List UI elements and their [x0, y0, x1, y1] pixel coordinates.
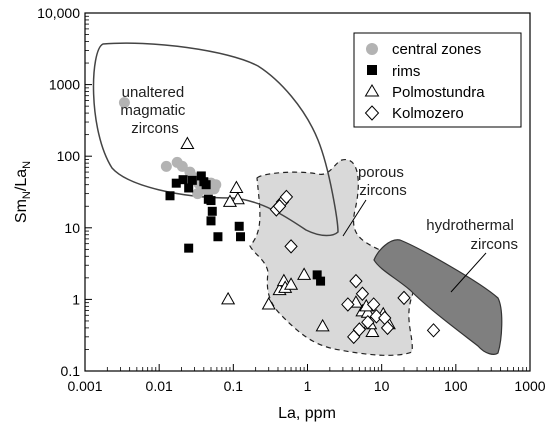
point-kolmozero	[361, 314, 375, 330]
y-tick-label: 100	[57, 148, 81, 164]
annotation-unaltered-magmatic: unaltered magmatic zircons	[120, 84, 189, 137]
point-rims	[184, 243, 194, 253]
point-rims	[236, 232, 246, 242]
point-polmostundra	[180, 136, 195, 150]
point-kolmozero	[341, 297, 355, 312]
point-polmostundra	[297, 267, 312, 280]
leader-hydrothermal	[450, 252, 487, 293]
legend-marker-central-zones	[366, 43, 378, 55]
legend-label-central-zones: central zones	[392, 41, 481, 58]
y-tick-label: 10	[64, 220, 80, 236]
x-tick-label: 0.001	[67, 378, 102, 394]
point-kolmozero	[352, 322, 367, 337]
point-rims	[187, 175, 197, 185]
point-kolmozero	[272, 199, 287, 214]
point-polmostundra	[365, 324, 380, 338]
legend-marker-rims	[367, 65, 377, 75]
x-axis-title: La, ppm	[278, 405, 336, 422]
legend-box	[353, 32, 522, 128]
point-kolmozero	[349, 273, 363, 289]
point-kolmozero	[366, 297, 381, 312]
point-polmostundra	[261, 296, 276, 310]
x-tick-label: 1	[304, 378, 312, 394]
point-polmostundra	[221, 291, 236, 305]
x-tick-label: 0.1	[224, 378, 244, 394]
point-kolmozero	[380, 320, 395, 336]
annotation-porous: porous zircons	[358, 164, 408, 199]
y-axis-title: SmN/LaN	[13, 161, 33, 223]
point-rims	[213, 232, 223, 242]
region-unaltered-magmatic-zircons	[92, 42, 339, 237]
point-polmostundra	[315, 318, 330, 332]
y-tick-label: 10,000	[37, 5, 80, 21]
legend-marker-kolmozero	[364, 105, 380, 121]
legend-label-polmostundra: Polmostundra	[392, 84, 485, 101]
x-tick-label: 100	[444, 378, 468, 394]
point-kolmozero	[397, 290, 411, 306]
y-tick-label: 0.1	[61, 363, 81, 379]
points-layer	[118, 97, 441, 345]
point-central-zones	[208, 183, 220, 195]
leader-porous	[342, 199, 367, 237]
legend: central zones rims Polmostundra Kolmozer…	[353, 32, 522, 128]
point-rims	[201, 180, 211, 190]
leader-lines	[342, 199, 487, 293]
point-rims	[316, 276, 326, 286]
point-polmostundra	[283, 277, 299, 290]
y-axis-title-sub1: N	[21, 191, 33, 199]
axis-tick-labels: 0.001 0.01 0.1 1 10 100 1000 0.1 1 10 100 1000 10,00…	[37, 5, 546, 394]
point-rims	[234, 221, 244, 231]
annotation-hydrothermal: hydrothermal zircons	[426, 217, 518, 253]
point-rims	[171, 178, 181, 188]
point-kolmozero	[426, 323, 441, 338]
x-tick-label: 0.01	[146, 378, 173, 394]
y-tick-label: 1	[72, 291, 80, 307]
point-polmostundra	[229, 180, 244, 193]
y-axis-title-main: Sm	[13, 199, 30, 223]
x-tick-label: 10	[374, 378, 390, 394]
region-hydrothermal-zircons	[373, 239, 503, 355]
point-kolmozero	[355, 286, 370, 301]
legend-label-kolmozero: Kolmozero	[392, 105, 464, 122]
point-central-zones	[160, 160, 172, 172]
legend-label-rims: rims	[392, 63, 420, 80]
point-rims	[206, 216, 216, 226]
point-rims	[312, 270, 322, 280]
point-rims	[165, 191, 175, 201]
point-central-zones	[192, 188, 204, 200]
y-axis-title-sub2: N	[21, 161, 33, 169]
point-kolmozero	[279, 189, 294, 205]
point-polmostundra	[222, 194, 237, 207]
point-central-zones	[118, 97, 130, 109]
point-polmostundra	[230, 191, 245, 205]
legend-marker-polmostundra	[364, 84, 380, 97]
point-rims	[196, 171, 206, 181]
axis-ticks	[84, 12, 531, 372]
point-rims	[178, 175, 188, 185]
point-rims	[184, 183, 194, 193]
point-kolmozero	[369, 309, 384, 324]
x-tick-label: 1000	[514, 378, 545, 394]
point-rims	[207, 206, 217, 216]
y-tick-label: 1000	[49, 77, 80, 93]
point-rims	[206, 196, 216, 206]
point-central-zones	[176, 160, 188, 172]
point-kolmozero	[284, 239, 298, 254]
y-axis-title-sep: /La	[13, 169, 30, 191]
